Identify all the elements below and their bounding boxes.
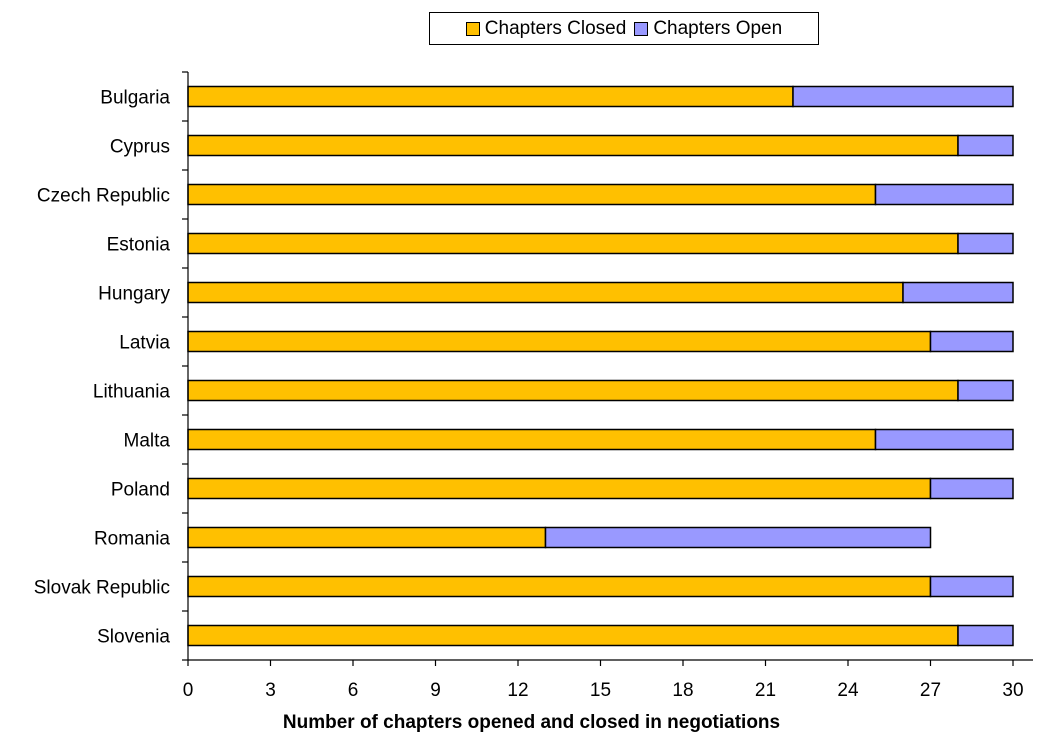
x-tick-label-6: 6 bbox=[348, 680, 359, 701]
bar-chapters-open-poland bbox=[929, 477, 1014, 500]
x-tick-label-3: 3 bbox=[265, 680, 276, 701]
x-axis-title: Number of chapters opened and closed in … bbox=[282, 712, 781, 733]
bar-chapters-closed-hungary bbox=[187, 281, 904, 304]
bar-chapters-closed-cyprus bbox=[187, 134, 959, 157]
x-tick-label-12: 12 bbox=[507, 680, 528, 701]
bar-chapters-closed-bulgaria bbox=[187, 85, 794, 108]
legend-swatch-closed bbox=[465, 21, 480, 36]
y-tick-label-slovak-republic: Slovak Republic bbox=[34, 578, 170, 599]
y-tick-label-estonia: Estonia bbox=[107, 235, 171, 256]
y-tick-label-lithuania: Lithuania bbox=[93, 382, 171, 403]
bar-chapters-open-latvia bbox=[929, 330, 1014, 353]
x-tick-label-18: 18 bbox=[672, 680, 693, 701]
bar-chapters-open-malta bbox=[874, 428, 1014, 451]
bar-chapters-closed-estonia bbox=[187, 232, 959, 255]
bar-chapters-open-estonia bbox=[957, 232, 1014, 255]
y-tick-label-cyprus: Cyprus bbox=[110, 137, 170, 158]
legend-label-open: Chapters Open bbox=[653, 17, 783, 39]
legend-swatch-open bbox=[634, 21, 649, 36]
y-tick-label-czech-republic: Czech Republic bbox=[37, 186, 170, 207]
bar-chapters-open-romania bbox=[544, 526, 932, 549]
bar-chapters-open-hungary bbox=[902, 281, 1014, 304]
bar-chapters-closed-romania bbox=[187, 526, 547, 549]
y-tick-label-bulgaria: Bulgaria bbox=[100, 88, 170, 109]
bar-chapters-open-slovenia bbox=[957, 624, 1014, 647]
y-tick-label-malta: Malta bbox=[124, 431, 171, 452]
y-tick-label-slovenia: Slovenia bbox=[97, 627, 170, 648]
bar-chapters-closed-slovenia bbox=[187, 624, 959, 647]
x-tick-label-24: 24 bbox=[837, 680, 859, 701]
bar-chapters-open-lithuania bbox=[957, 379, 1014, 402]
bar-chapters-closed-lithuania bbox=[187, 379, 959, 402]
x-tick-label-27: 27 bbox=[920, 680, 941, 701]
bar-chapters-closed-latvia bbox=[187, 330, 932, 353]
y-tick-label-hungary: Hungary bbox=[98, 284, 170, 305]
y-tick-label-latvia: Latvia bbox=[119, 333, 170, 354]
bars-group bbox=[187, 85, 1014, 647]
legend-item-closed: Chapters Closed bbox=[465, 17, 627, 40]
bar-chapters-closed-poland bbox=[187, 477, 932, 500]
bar-chapters-open-bulgaria bbox=[792, 85, 1014, 108]
x-tick-label-30: 30 bbox=[1002, 680, 1023, 701]
axes-group bbox=[182, 71, 1033, 666]
x-tick-label-0: 0 bbox=[183, 680, 194, 701]
x-tick-label-21: 21 bbox=[755, 680, 776, 701]
tick-labels-group: Bulgaria Cyprus Czech Republic Estonia Hunga… bbox=[34, 88, 1024, 702]
y-tick-label-romania: Romania bbox=[94, 529, 170, 550]
bar-chapters-open-slovak-republic bbox=[929, 575, 1014, 598]
legend-label-closed: Chapters Closed bbox=[484, 17, 627, 39]
x-tick-label-9: 9 bbox=[430, 680, 441, 701]
bar-chapters-open-cyprus bbox=[957, 134, 1014, 157]
bar-chapters-closed-slovak-republic bbox=[187, 575, 932, 598]
legend-item-open: Chapters Open bbox=[634, 18, 782, 40]
bar-chapters-closed-malta bbox=[187, 428, 877, 451]
bar-chapters-open-czech-republic bbox=[874, 183, 1014, 206]
legend: Chapters Closed Chapters Open bbox=[429, 12, 819, 45]
y-tick-label-poland: Poland bbox=[111, 480, 170, 501]
x-tick-label-15: 15 bbox=[590, 680, 611, 701]
bar-chapters-closed-czech-republic bbox=[187, 183, 877, 206]
